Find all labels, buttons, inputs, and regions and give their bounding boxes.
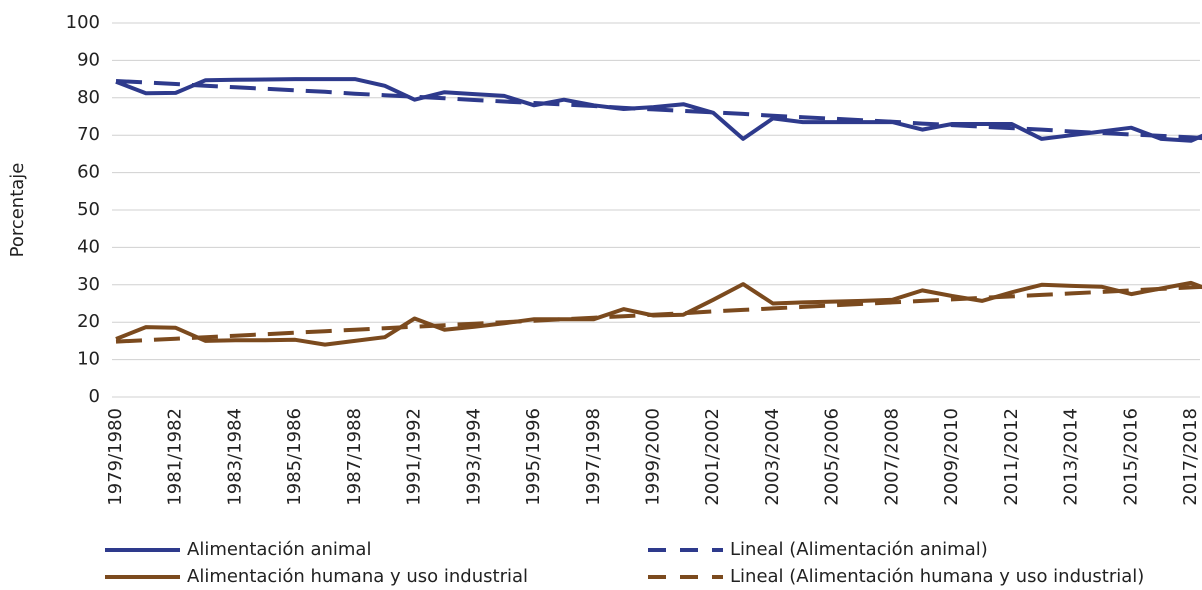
y-tick-label: 50 [77, 199, 100, 220]
y-tick-label: 30 [77, 274, 100, 295]
x-tick-label: 1987/1988 [344, 408, 365, 506]
x-tick-label: 1985/1986 [284, 408, 305, 506]
legend-label: Lineal (Alimentación animal) [730, 539, 988, 560]
x-tick-label: 2017/2018 [1180, 408, 1201, 506]
x-tick-label: 1979/1980 [105, 408, 126, 506]
trend-line [115, 284, 1202, 344]
x-tick-label: 1997/1998 [583, 408, 604, 506]
legend-label: Alimentación humana y uso industrial [187, 566, 528, 587]
x-tick-label: 2003/2004 [762, 408, 783, 506]
y-tick-label: 100 [66, 12, 100, 33]
x-tick-label: 1993/1994 [463, 408, 484, 506]
legend-label: Alimentación animal [187, 539, 371, 560]
y-tick-label: 20 [77, 311, 100, 332]
y-tick-label: 0 [89, 386, 100, 407]
x-tick-label: 2011/2012 [1001, 408, 1022, 506]
x-tick-label: 1995/1996 [523, 408, 544, 506]
x-tick-label: 2001/2002 [702, 408, 723, 506]
trend-line [115, 79, 1202, 141]
x-tick-label: 2005/2006 [822, 408, 843, 506]
y-tick-label: 80 [77, 87, 100, 108]
y-tick-label: 60 [77, 162, 100, 183]
x-tick-label: 1999/2000 [643, 408, 664, 506]
series-line [115, 280, 1202, 347]
x-tick-label: 2009/2010 [941, 408, 962, 506]
x-tick-label: 1983/1984 [224, 408, 245, 506]
series-line [115, 77, 1202, 143]
x-tick-label: 2015/2016 [1120, 408, 1141, 506]
y-tick-label: 40 [77, 236, 100, 257]
legend-label: Lineal (Alimentación humana y uso indust… [730, 566, 1144, 587]
y-tick-label: 70 [77, 124, 100, 145]
x-tick-label: 2007/2008 [881, 408, 902, 506]
y-tick-label: 10 [77, 349, 100, 370]
x-tick-label: 1981/1982 [165, 408, 186, 506]
y-axis-title: Porcentaje [7, 163, 28, 258]
x-tick-label: 2013/2014 [1061, 408, 1082, 506]
y-tick-label: 90 [77, 49, 100, 70]
x-tick-label: 1991/1992 [404, 408, 425, 506]
